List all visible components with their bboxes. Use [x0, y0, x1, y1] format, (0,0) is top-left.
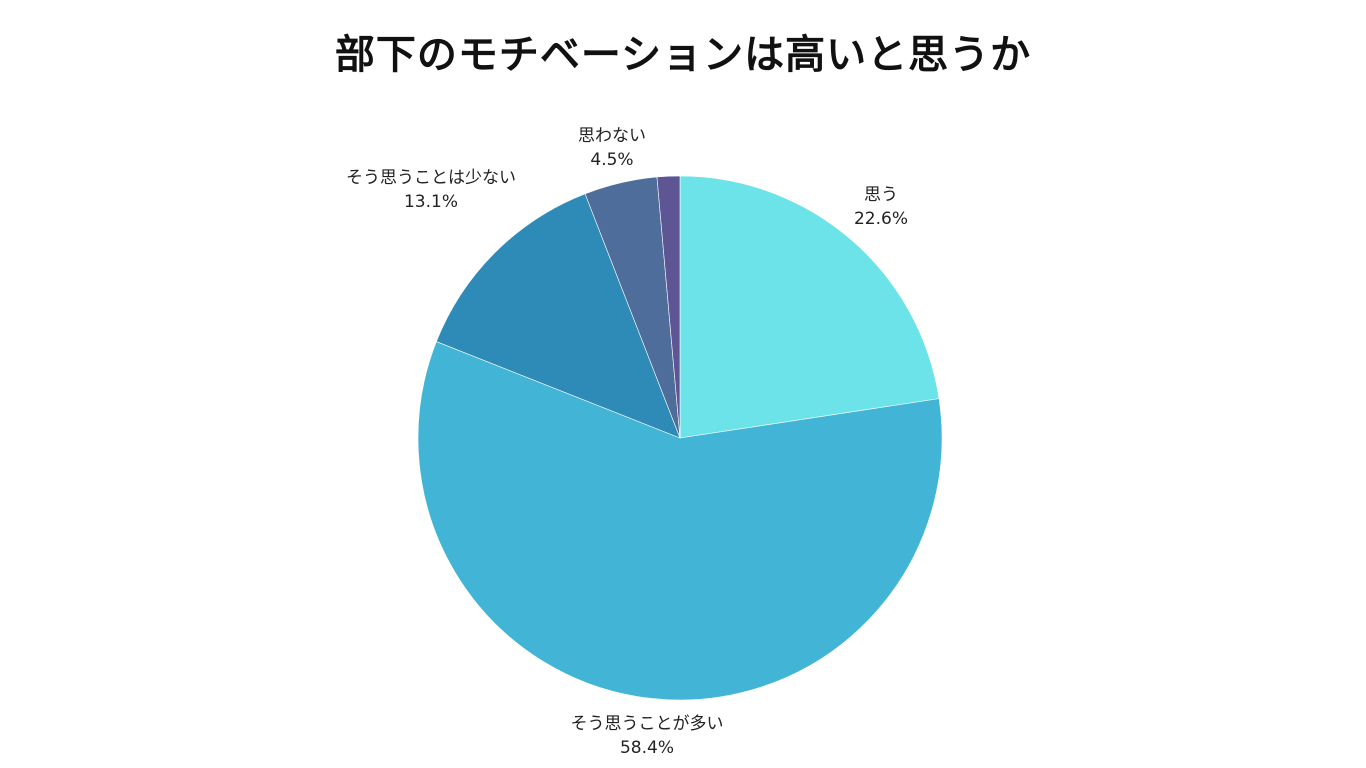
slice-label-value: 22.6%: [853, 209, 909, 229]
pie-slice: [417, 341, 943, 701]
slice-label-name: そう思うことが多い: [570, 714, 724, 734]
chart-title: 部下のモチベーションは高いと思うか: [334, 32, 1032, 78]
pie-slice: [436, 193, 681, 439]
pie-slices: [417, 175, 943, 701]
slice-label-often: そう思うことが多い 58.4%: [571, 712, 724, 760]
slice-label-value: 58.4%: [619, 738, 674, 758]
slice-label-name: 思う: [863, 185, 898, 205]
slice-label-name: 思わない: [578, 126, 646, 146]
slice-label-rarely: そう思うことは少ない 13.1%: [346, 166, 516, 214]
pie-slice: [656, 175, 681, 439]
slice-label-value: 13.1%: [403, 192, 458, 212]
slice-label-omowanai: 思わない 4.5%: [578, 124, 646, 172]
pie-slice: [679, 175, 940, 439]
slice-label-name: そう思うことは少ない: [346, 168, 516, 188]
slice-label-omou: 思う 22.6%: [854, 183, 908, 231]
slice-label-value: 4.5%: [590, 150, 634, 170]
